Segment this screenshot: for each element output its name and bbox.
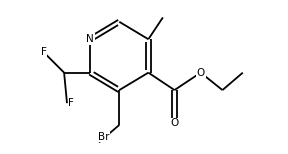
Text: F: F [41, 47, 47, 57]
Text: O: O [170, 118, 179, 128]
Text: Br: Br [98, 132, 109, 142]
Text: N: N [86, 34, 94, 44]
Text: O: O [196, 68, 205, 78]
Text: F: F [69, 98, 74, 108]
